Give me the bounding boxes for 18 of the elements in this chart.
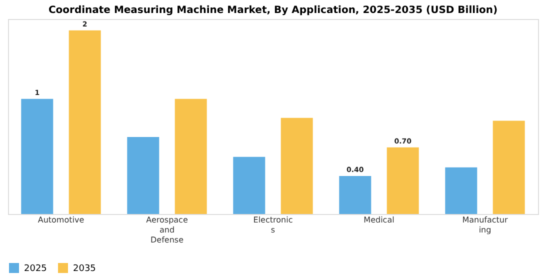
legend-label: 2025 — [24, 264, 47, 274]
bar — [339, 176, 372, 214]
bar — [174, 98, 207, 214]
x-tick-label: Medical — [364, 216, 394, 224]
bar — [21, 98, 54, 214]
x-tick-label: Aerospace and Defense — [146, 216, 188, 244]
chart-title: Coordinate Measuring Machine Market, By Application, 2025-2035 (USD Billion) — [48, 5, 498, 16]
bar — [68, 30, 101, 214]
legend-label: 2035 — [73, 264, 96, 274]
x-tick-label: Electronics — [253, 216, 293, 234]
bar — [386, 147, 419, 214]
bar — [127, 136, 160, 214]
bar — [445, 167, 478, 214]
x-tick-label: Automotive — [38, 216, 84, 224]
x-tick-label: Manufacturing — [462, 216, 508, 234]
bar — [233, 156, 266, 214]
bar — [492, 120, 525, 214]
bar — [280, 118, 313, 214]
